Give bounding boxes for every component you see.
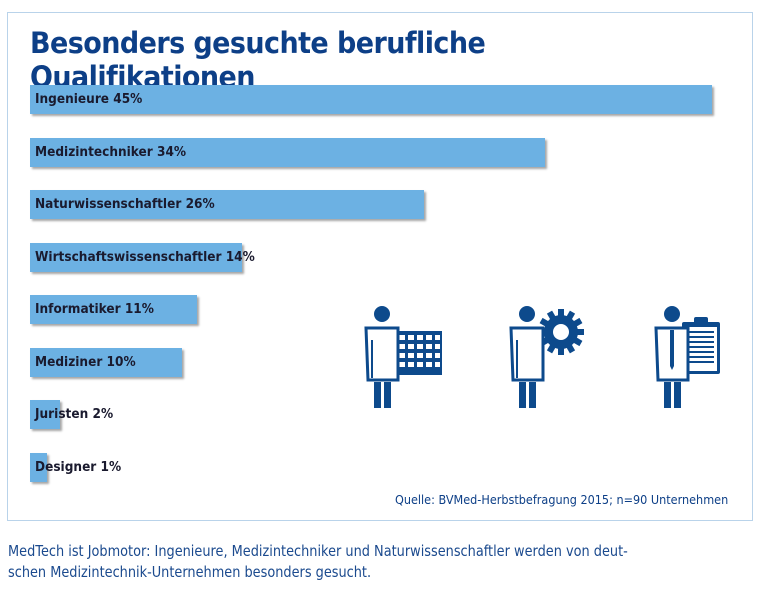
- bar-label: Designer 1%: [35, 458, 122, 475]
- bar-informatiker: [30, 295, 197, 324]
- bar-label: Ingenieure 45%: [35, 91, 143, 107]
- caption-line: MedTech ist Jobmotor: Ingenieure, Medizi…: [8, 542, 628, 560]
- bar-mediziner: [30, 347, 182, 377]
- person-with-clipboard-icon: [654, 306, 720, 408]
- figure-caption: MedTech ist Jobmotor: Ingenieure, Medizi…: [8, 541, 628, 583]
- bar-label: Informatiker 11%: [35, 301, 154, 317]
- bar-naturwissenschaftler: [30, 190, 425, 219]
- bar-label: Wirtschaftswissenschaftler 14%: [35, 248, 255, 265]
- bar-designer: [30, 452, 47, 482]
- bar-label: Juristen 2%: [35, 406, 114, 422]
- chart-title: Besonders gesuchte berufliche Qualifikat…: [30, 26, 486, 94]
- bar-medizintechniker: [30, 137, 546, 167]
- chart-frame: [7, 12, 753, 521]
- caption-line: schen Medizintechnik-Unternehmen besonde…: [8, 563, 372, 581]
- bar-label: Medizintechniker 34%: [35, 143, 187, 160]
- bar-ingenieure: [30, 85, 712, 114]
- person-with-grid-icon: [364, 306, 442, 408]
- bar-label: Mediziner 10%: [35, 353, 136, 370]
- bar-label: Naturwissenschaftler 26%: [35, 196, 215, 212]
- bar-juristen: [30, 400, 61, 429]
- bar-wirtschaftswissenschaftler: [30, 242, 243, 272]
- chart-source: Quelle: BVMed-Herbstbefragung 2015; n=90…: [394, 492, 728, 507]
- person-with-gear-icon: [509, 306, 584, 408]
